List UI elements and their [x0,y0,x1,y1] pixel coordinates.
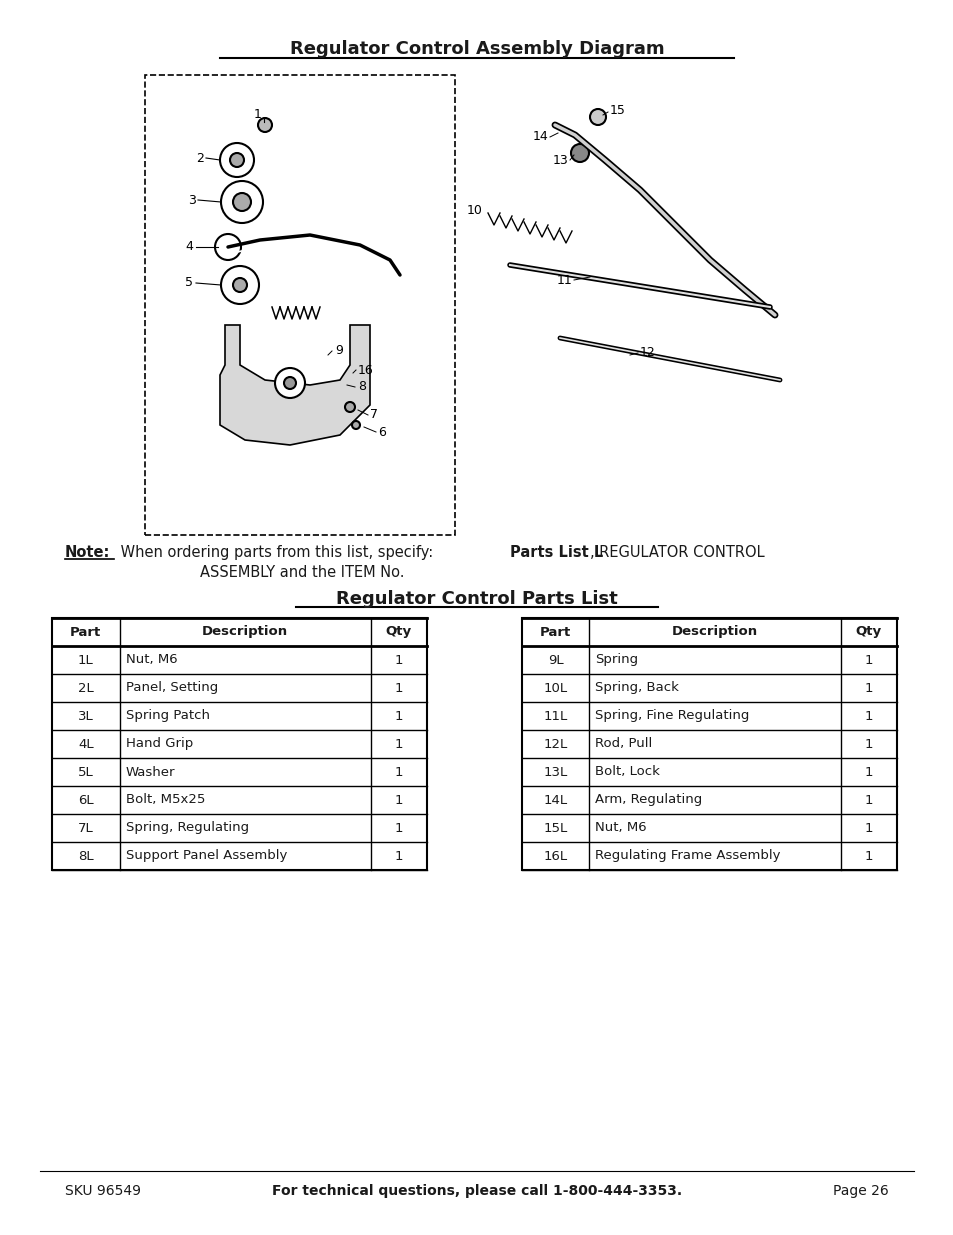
Text: 1: 1 [395,653,403,667]
Circle shape [257,119,272,132]
Text: 16: 16 [357,363,374,377]
Text: Spring, Regulating: Spring, Regulating [126,821,249,835]
Circle shape [274,368,305,398]
Text: 4L: 4L [78,737,93,751]
Text: 9: 9 [335,343,342,357]
Text: 1: 1 [395,850,403,862]
Text: 5L: 5L [78,766,93,778]
Text: 1: 1 [253,109,262,121]
Text: Page 26: Page 26 [832,1184,888,1198]
Text: 14: 14 [532,131,547,143]
Text: Spring, Fine Regulating: Spring, Fine Regulating [595,709,749,722]
Circle shape [230,153,244,167]
Text: 15: 15 [609,104,625,116]
Circle shape [345,403,355,412]
Text: 5: 5 [185,277,193,289]
Text: 3L: 3L [78,709,93,722]
Text: 10: 10 [467,204,482,216]
Text: Panel, Setting: Panel, Setting [126,682,217,694]
Text: Regulator Control Parts List: Regulator Control Parts List [335,590,618,608]
Text: 16L: 16L [543,850,567,862]
Text: Nut, M6: Nut, M6 [595,821,646,835]
Text: Part: Part [71,625,101,638]
Text: SKU 96549: SKU 96549 [65,1184,141,1198]
Circle shape [284,377,295,389]
Bar [145,75,455,535]
Text: 14L: 14L [543,794,567,806]
Circle shape [352,421,359,429]
Text: 6L: 6L [78,794,93,806]
Text: 7: 7 [370,409,377,421]
Circle shape [220,143,253,177]
Text: For technical questions, please call 1-800-444-3353.: For technical questions, please call 1-8… [272,1184,681,1198]
Text: 13: 13 [552,153,567,167]
Text: Qty: Qty [385,625,412,638]
Text: 8L: 8L [78,850,93,862]
Text: Description: Description [202,625,288,638]
Text: 1: 1 [863,766,872,778]
Text: 1: 1 [863,821,872,835]
Circle shape [221,266,258,304]
Text: 3: 3 [188,194,195,206]
Text: Support Panel Assembly: Support Panel Assembly [126,850,287,862]
Text: 7L: 7L [78,821,93,835]
Text: Bolt, Lock: Bolt, Lock [595,766,659,778]
Text: 13L: 13L [543,766,567,778]
Text: Parts List L: Parts List L [510,545,602,559]
Text: 1: 1 [863,794,872,806]
Bar [52,618,427,869]
Text: Qty: Qty [855,625,881,638]
Text: 1: 1 [863,682,872,694]
Circle shape [233,278,247,291]
Circle shape [221,182,263,224]
Text: 1: 1 [395,821,403,835]
Text: ASSEMBLY and the ITEM No.: ASSEMBLY and the ITEM No. [200,564,404,580]
Text: 1: 1 [863,709,872,722]
Text: 2L: 2L [78,682,93,694]
Text: Description: Description [671,625,758,638]
Text: Bolt, M5x25: Bolt, M5x25 [126,794,205,806]
Text: Spring: Spring [595,653,638,667]
Text: 11: 11 [556,273,572,287]
Text: , REGULATOR CONTROL: , REGULATOR CONTROL [589,545,763,559]
Text: Hand Grip: Hand Grip [126,737,193,751]
Text: 4: 4 [185,241,193,253]
Text: Nut, M6: Nut, M6 [126,653,177,667]
Text: 1: 1 [863,850,872,862]
Text: 12L: 12L [543,737,567,751]
Text: 1: 1 [863,737,872,751]
Circle shape [589,109,605,125]
Text: 9L: 9L [547,653,563,667]
Text: Regulating Frame Assembly: Regulating Frame Assembly [595,850,781,862]
Text: Rod, Pull: Rod, Pull [595,737,652,751]
Circle shape [571,144,588,162]
Text: 1L: 1L [78,653,93,667]
Text: Washer: Washer [126,766,174,778]
Text: 1: 1 [395,682,403,694]
Text: 1: 1 [395,709,403,722]
Text: 2: 2 [196,152,204,164]
Text: 8: 8 [357,380,366,394]
Text: 12: 12 [639,347,655,359]
Text: 1: 1 [395,794,403,806]
Text: Spring, Back: Spring, Back [595,682,679,694]
Text: 1: 1 [863,653,872,667]
Text: Regulator Control Assembly Diagram: Regulator Control Assembly Diagram [290,40,663,58]
Circle shape [233,193,251,211]
Polygon shape [220,325,370,445]
Text: 6: 6 [377,426,385,438]
Circle shape [214,233,241,261]
Text: 11L: 11L [543,709,567,722]
Text: 1: 1 [395,766,403,778]
Text: 1: 1 [395,737,403,751]
Text: Note:: Note: [65,545,111,559]
Text: When ordering parts from this list, specify:: When ordering parts from this list, spec… [116,545,442,559]
Text: Spring Patch: Spring Patch [126,709,210,722]
Bar [521,618,896,869]
Text: 15L: 15L [543,821,567,835]
Text: Part: Part [539,625,571,638]
Text: Arm, Regulating: Arm, Regulating [595,794,702,806]
Text: 10L: 10L [543,682,567,694]
